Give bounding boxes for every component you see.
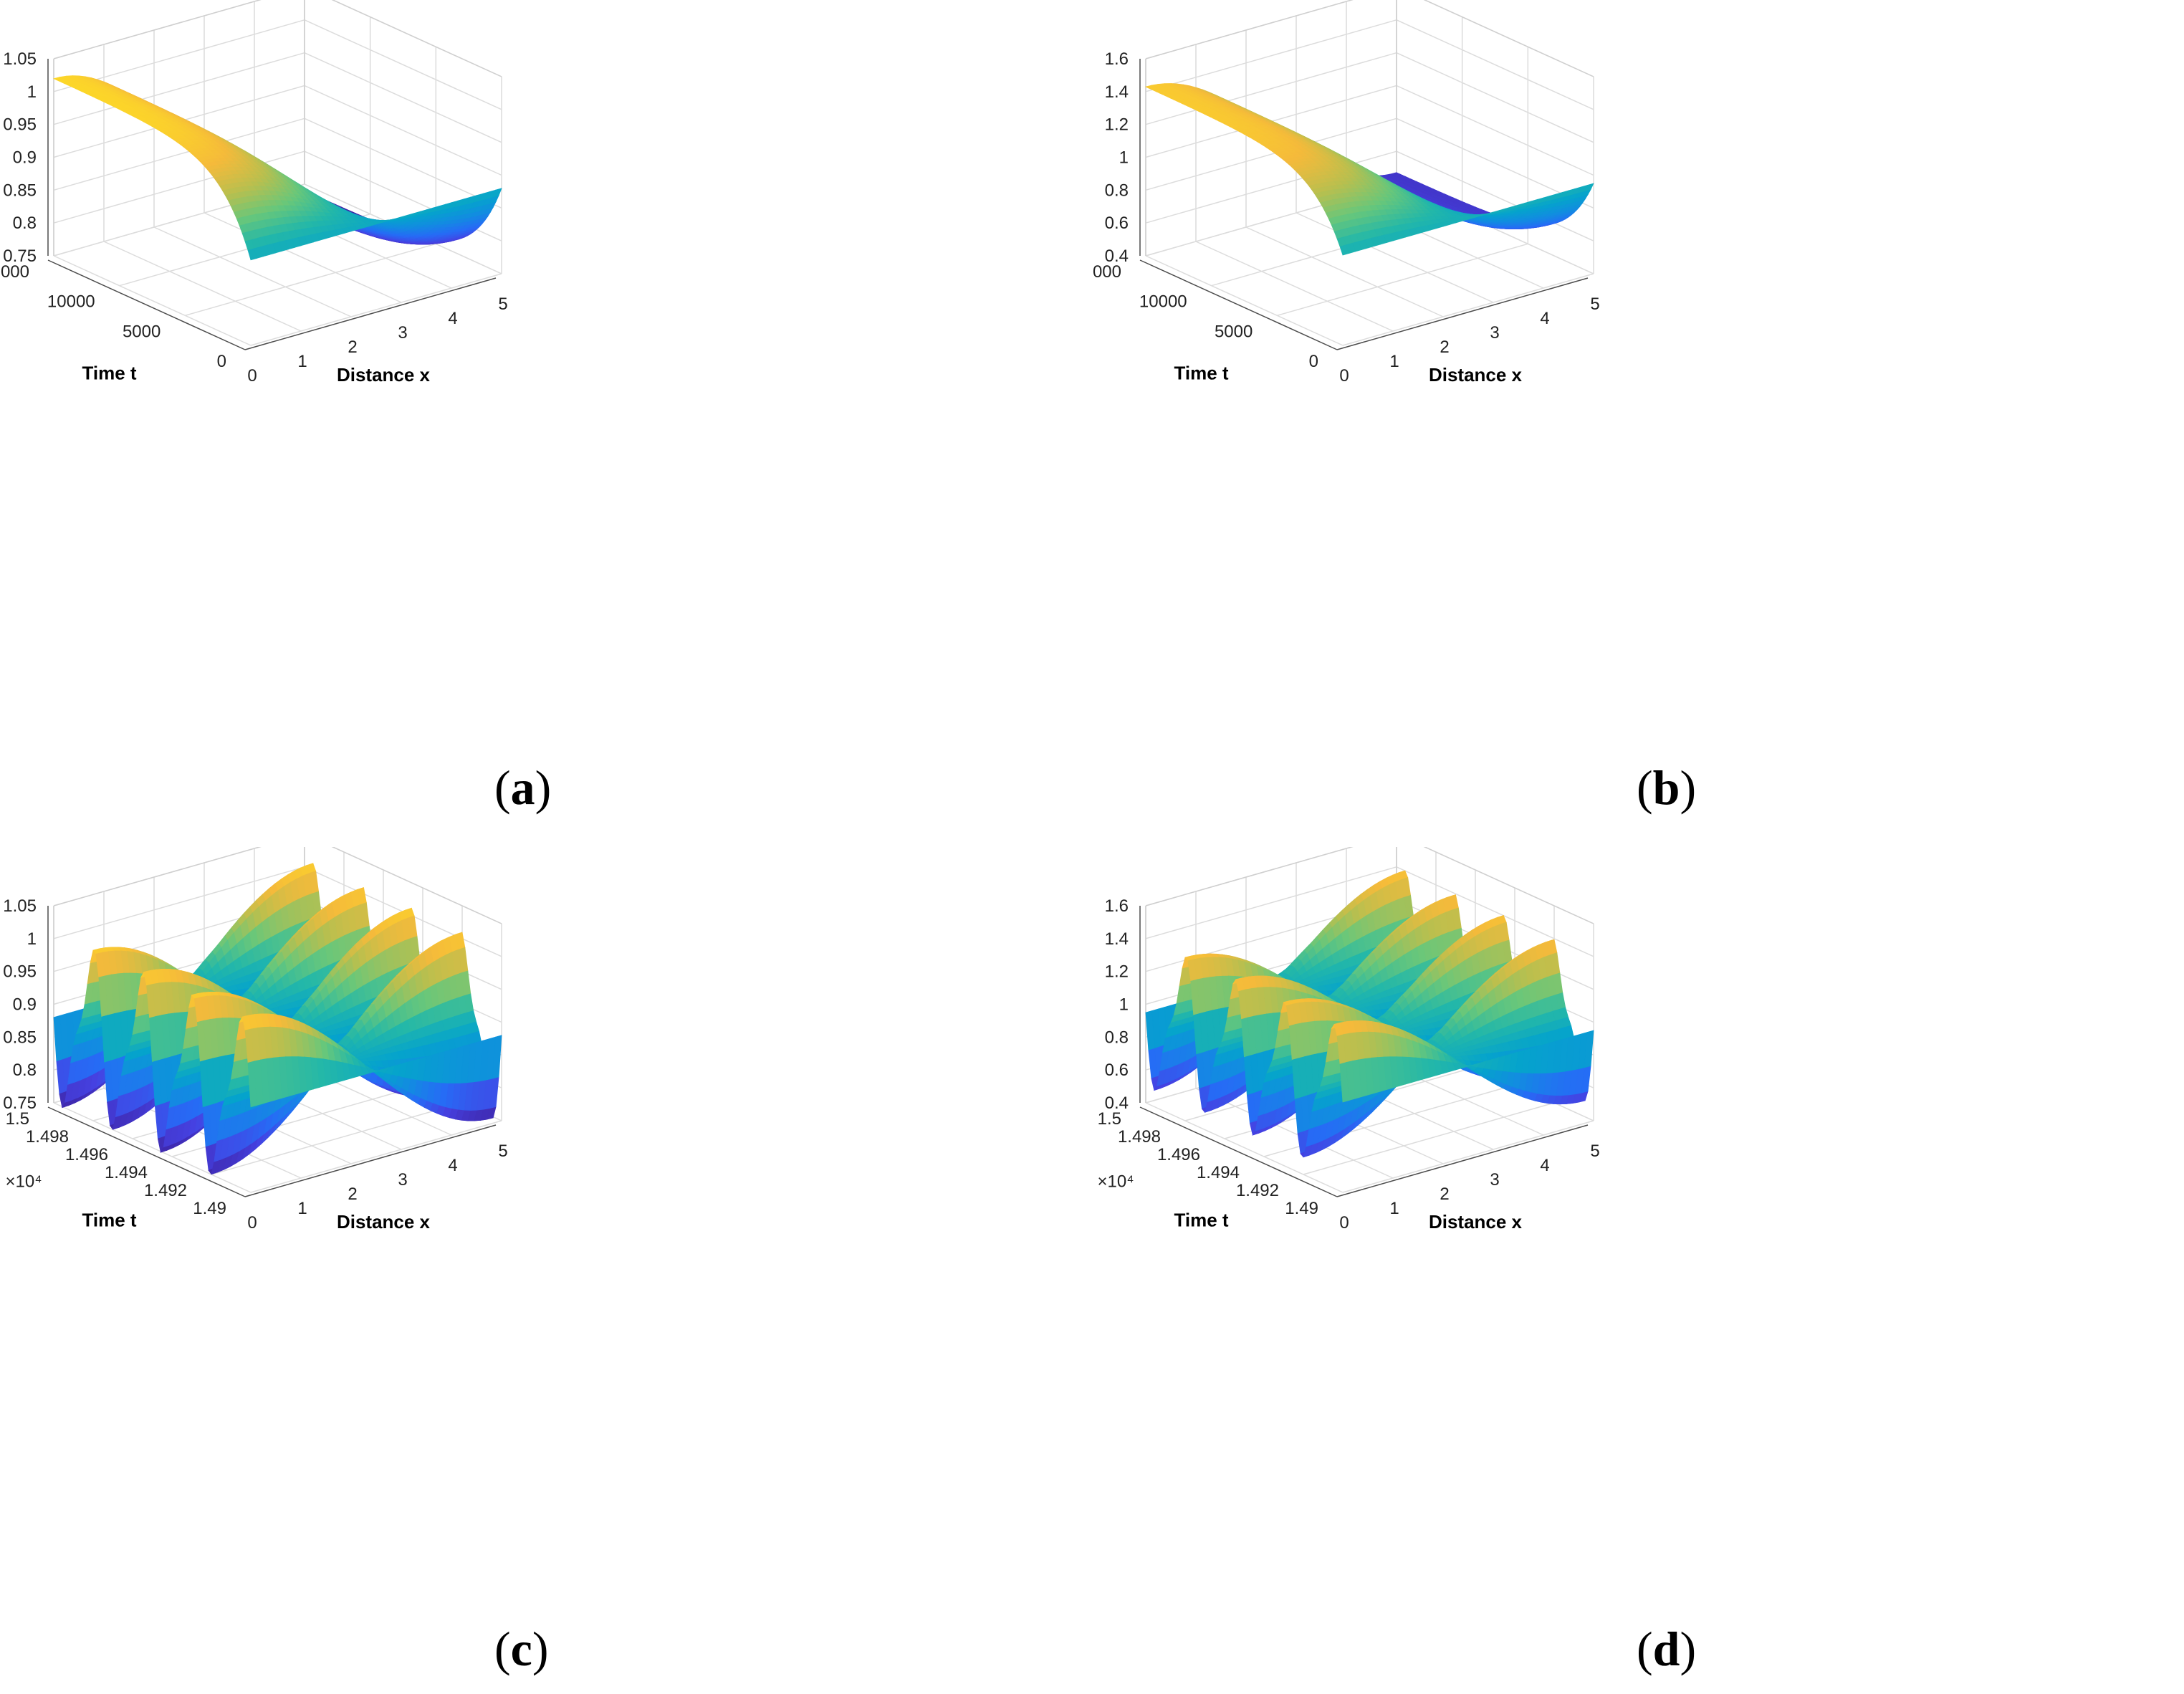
z-tick-label: 0.9 <box>13 148 37 168</box>
x-tick-label: 0 <box>247 366 257 386</box>
y-axis-title: Time t <box>82 363 136 384</box>
x-tick-label: 1 <box>297 352 307 371</box>
y-tick-label: 15000 <box>0 262 29 282</box>
surface-patch <box>492 188 502 198</box>
z-tick-label: 0.75 <box>3 247 37 266</box>
x-tick-label: 3 <box>398 323 407 343</box>
y-tick-label: 5000 <box>123 322 161 341</box>
z-tick-label: 1.05 <box>3 49 37 69</box>
x-axis-title: Distance x <box>337 364 431 386</box>
y-tick-label: 0 <box>217 352 226 371</box>
subplot-a: 0 1 2 3 4 5 0 5000 10000 150000.75 0.8 0.85 0.9 0.95 1… <box>0 0 1092 847</box>
x-tick-label: 5 <box>498 295 507 314</box>
surface <box>52 75 502 261</box>
surface-plot-b: 0123450500010000150000.40.60.811.21.41.6… <box>1092 0 1600 386</box>
x-tick-label: 2 <box>348 338 357 357</box>
caption-a: (a) <box>494 760 552 815</box>
tick-labels: 0 1 2 3 4 5 0 5000 10000 150000.75 0.8 0.85 0.9 0.95 1… <box>0 49 508 386</box>
surface-plot-a: 0 1 2 3 4 5 0 5000 10000 150000.75 0.8 0.85 0.9 0.95 1… <box>0 0 508 386</box>
z-tick-label: 0.8 <box>13 214 37 233</box>
y-tick-label: 10000 <box>47 292 95 312</box>
axis-lines <box>47 59 497 350</box>
x-tick-label: 4 <box>448 309 457 328</box>
surface <box>1144 83 1594 256</box>
subplot-b: 0123450500010000150000.40.60.811.21.41.6… <box>1092 0 2184 847</box>
caption-label-a: a <box>510 760 535 815</box>
z-tick-label: 0.85 <box>3 181 37 200</box>
z-tick-label: 0.95 <box>3 115 37 135</box>
z-tick-label: 1 <box>27 82 37 102</box>
